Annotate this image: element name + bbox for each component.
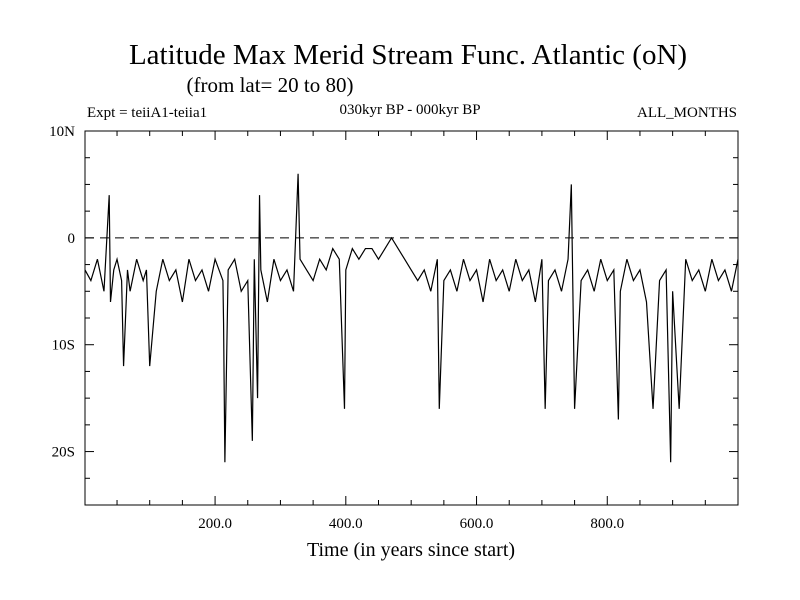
y-tick-label: 10N xyxy=(49,124,75,140)
chart-title: Latitude Max Merid Stream Func. Atlantic… xyxy=(129,39,687,71)
x-tick-label: 800.0 xyxy=(590,516,624,532)
y-tick-label: 0 xyxy=(68,231,76,247)
x-tick-label: 400.0 xyxy=(329,516,363,532)
experiment-label: Expt = teiiA1-teiia1 xyxy=(87,105,207,121)
chart-subtitle: (from lat= 20 to 80) xyxy=(187,73,354,97)
y-tick-label: 20S xyxy=(52,445,75,461)
plot-frame xyxy=(84,130,739,506)
plot-area: 200.0 400.0 600.0 800.0 10N 0 10S 20S xyxy=(49,124,739,532)
series-line xyxy=(84,173,739,463)
x-tick-label: 600.0 xyxy=(460,516,494,532)
season-label: ALL_MONTHS xyxy=(637,105,737,121)
x-axis-label: Time (in years since start) xyxy=(307,539,515,561)
x-tick-label: 200.0 xyxy=(198,516,232,532)
period-label: 030kyr BP - 000kyr BP xyxy=(339,102,480,118)
y-tick-label: 10S xyxy=(52,338,75,354)
